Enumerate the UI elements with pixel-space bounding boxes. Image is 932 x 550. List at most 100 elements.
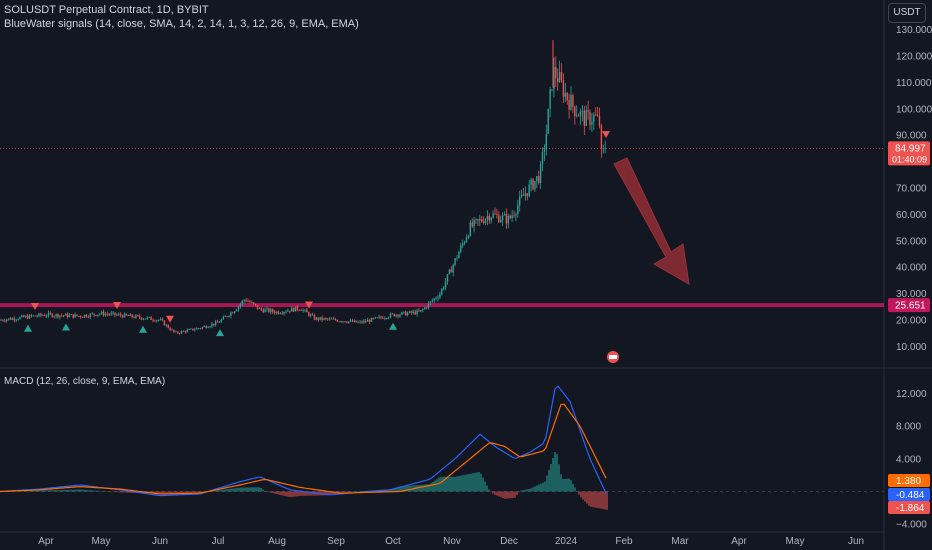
candle-body (19, 317, 21, 320)
candle-body (503, 214, 506, 216)
candle-body (294, 306, 297, 312)
candle-body (159, 319, 162, 320)
candle-body (279, 313, 281, 315)
candle-body (140, 317, 143, 320)
macd-histogram-bar (502, 491, 504, 499)
macd-histogram-bar (40, 490, 42, 492)
candle-body (486, 215, 489, 220)
candle-body (161, 319, 164, 321)
macd-histogram-bar (264, 491, 266, 492)
macd-histogram-bar (188, 491, 190, 493)
candle-body (553, 66, 555, 90)
candle-body (44, 315, 46, 317)
candle-body (357, 321, 359, 323)
macd-histogram-bar (194, 491, 196, 493)
candle-body (317, 317, 319, 320)
macd-histogram-bar (176, 491, 178, 494)
candle-body (555, 66, 557, 79)
candle-body (272, 309, 274, 312)
candle-body (315, 317, 318, 320)
macd-histogram-bar (156, 491, 158, 494)
candle-body (488, 215, 490, 221)
candle-body (433, 298, 435, 301)
candle-body (302, 310, 304, 311)
candle-body (534, 180, 536, 190)
candle-body (72, 314, 74, 318)
candle-body (330, 318, 333, 320)
candle-body (239, 303, 242, 307)
macd-histogram-bar (362, 490, 364, 492)
macd-histogram-bar (294, 491, 296, 497)
candle-body (323, 318, 325, 320)
macd-histogram-bar (196, 491, 198, 493)
candle-body (275, 311, 278, 314)
currency-button[interactable]: USDT (888, 3, 926, 23)
candle-body (76, 314, 78, 316)
symbol-title[interactable]: SOLUSDT Perpetual Contract, 1D, BYBIT (4, 4, 209, 16)
candle-body (549, 89, 551, 109)
macd-histogram-bar (122, 491, 124, 493)
macd-histogram-bar (498, 491, 500, 497)
macd-histogram-bar (402, 486, 404, 492)
candle-body (435, 298, 437, 300)
candle-body (108, 314, 110, 316)
macd-histogram-bar (86, 490, 88, 492)
candle-body (403, 311, 405, 313)
candle-body (25, 315, 27, 318)
candle-body (456, 257, 458, 259)
macd-histogram-bar (266, 491, 268, 492)
macd-histogram-bar (410, 485, 412, 492)
candle-body (251, 302, 253, 304)
candle-body (237, 306, 240, 310)
indicator-title[interactable]: BlueWater signals (14, close, SMA, 14, 2… (4, 18, 359, 30)
macd-histogram-bar (160, 491, 162, 494)
macd-histogram-bar (418, 484, 420, 492)
candle-body (281, 313, 283, 315)
macd-histogram-bar (314, 491, 316, 496)
candle-body (158, 319, 160, 321)
candle-body (429, 301, 432, 304)
candle-body (169, 327, 171, 330)
macd-histogram-bar (588, 491, 590, 506)
candle-body (566, 93, 568, 101)
candle-body (91, 313, 93, 315)
candle-body (481, 219, 483, 222)
candle-body (253, 302, 255, 304)
candle-body (99, 313, 101, 315)
macd-histogram-bar (476, 472, 478, 492)
macd-histogram-bar (582, 491, 584, 500)
candle-body (342, 321, 344, 323)
time-axis-label: Sep (327, 536, 345, 547)
candle-body (598, 115, 601, 126)
candle-body (581, 110, 584, 112)
candle-body (325, 318, 327, 320)
macd-histogram-bar (466, 474, 468, 492)
macd-histogram-bar (328, 491, 330, 496)
candle-body (156, 320, 158, 322)
candle-body (178, 333, 181, 334)
candle-body (482, 221, 485, 224)
candle-body (36, 316, 38, 317)
candle-body (321, 317, 323, 320)
candle-body (372, 318, 375, 319)
projection-arrow-icon (613, 157, 690, 285)
candle-body (401, 312, 403, 315)
macd-histogram-bar (130, 491, 132, 493)
candle-body (462, 243, 464, 246)
candle-body (89, 313, 91, 318)
macd-histogram-bar (406, 485, 408, 492)
candle-body (232, 312, 234, 314)
macd-histogram-bar (276, 491, 278, 495)
macd-histogram-bar (304, 491, 306, 496)
candle-body (505, 214, 508, 224)
macd-histogram-bar (330, 491, 332, 495)
candle-body (186, 329, 188, 333)
macd-histogram-bar (338, 491, 340, 493)
macd-histogram-bar (324, 491, 326, 496)
macd-histogram-bar (166, 491, 168, 494)
candle-body (308, 312, 310, 316)
macd-histogram-bar (478, 472, 480, 492)
candle-body (351, 320, 354, 322)
price-axis-label: 10.000 (896, 342, 927, 353)
